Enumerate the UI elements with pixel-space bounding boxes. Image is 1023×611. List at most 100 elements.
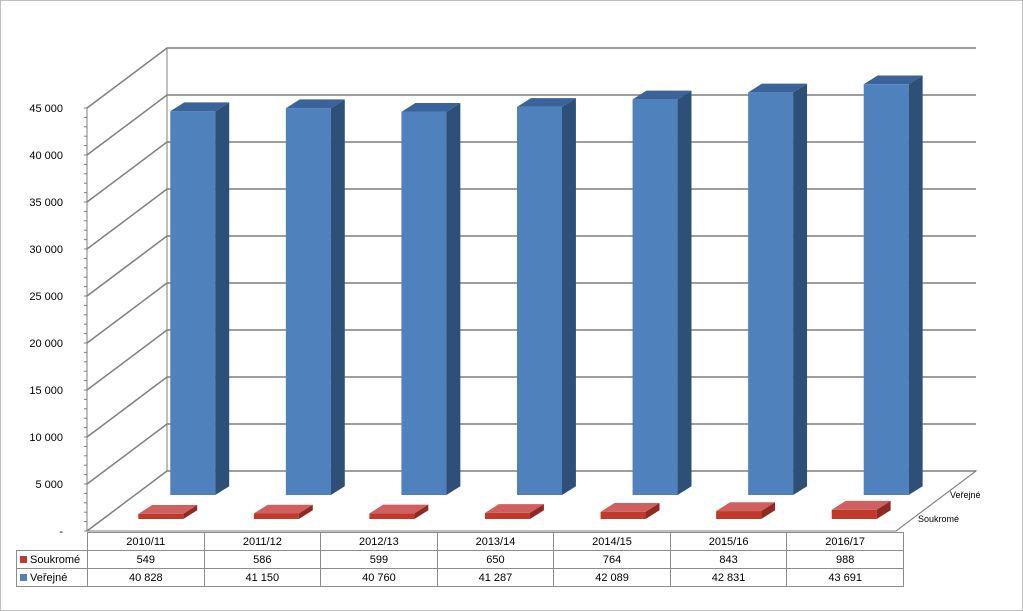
gridline: [86, 94, 976, 156]
gridline: [86, 282, 976, 344]
gridline: [86, 423, 976, 485]
data-table-value: 42 831: [669, 568, 788, 587]
data-table-value: 599: [320, 550, 438, 569]
bar-top: [285, 99, 345, 109]
plane-label-soukrome: Soukromé: [918, 514, 959, 524]
series-name-soukrome: Soukromé: [30, 553, 81, 566]
bar-side: [562, 98, 576, 495]
bar-front: [517, 106, 562, 496]
bar-side: [645, 503, 660, 519]
bar-side: [446, 103, 461, 495]
bar-top: [748, 83, 808, 93]
bar-soukrome-2014/15: [600, 503, 660, 519]
data-table-category: 2012/13: [320, 532, 438, 551]
bar-front: [600, 511, 646, 519]
data-table-value: 42 089: [553, 568, 671, 587]
gridline: [86, 235, 976, 297]
data-table-category: 2011/12: [203, 532, 322, 551]
data-table-value: 988: [786, 550, 904, 569]
bar-verejne-2011/12: [285, 99, 345, 495]
data-table-value: 586: [203, 550, 322, 569]
gridlines: [86, 47, 976, 532]
series-plane-labels: Veřejné Soukromé: [895, 470, 981, 532]
bar-top: [485, 504, 544, 513]
bar-side: [183, 505, 198, 519]
bar-soukrome-2016/17: [831, 500, 891, 519]
bar-front: [253, 513, 299, 519]
bar-soukrome-2010/11: [138, 505, 198, 519]
bar-verejne-2013/14: [517, 98, 576, 496]
bar-side: [330, 99, 345, 495]
bar-front: [863, 84, 909, 496]
y-tick-label: 25 000: [29, 291, 63, 303]
y-tick-label: 30 000: [29, 244, 63, 256]
data-table-category: 2014/15: [553, 532, 671, 551]
y-tick-label: 15 000: [29, 385, 63, 397]
data-table-row-verejne: Veřejné 40 828 41 150 40 760 41 287 42 089 42…: [16, 568, 904, 587]
gridline: [86, 329, 976, 391]
bar-soukrome-2015/16: [716, 502, 776, 519]
bar-front: [716, 511, 762, 519]
bars: [138, 75, 923, 519]
bar-side: [530, 504, 544, 519]
bar-front: [401, 111, 447, 495]
side-wall: [86, 47, 168, 532]
data-table-row-soukrome: Soukromé 549 586 599 650 764 843 988: [16, 550, 904, 569]
bar-front: [748, 92, 794, 495]
gridline: [86, 47, 976, 109]
bar-front: [485, 512, 530, 519]
data-table: 2010/11 2011/12 2012/13 2013/14 2014/15 2015/…: [16, 532, 904, 587]
series-name-verejne: Veřejné: [30, 571, 68, 584]
bar-top: [138, 505, 198, 514]
bar-front: [369, 513, 415, 519]
y-tick-label: 10 000: [29, 432, 63, 444]
data-table-value: 650: [436, 550, 555, 569]
bar-verejne-2015/16: [748, 83, 808, 496]
plane-label-verejne: Veřejné: [950, 490, 981, 500]
y-tick-label: 5 000: [35, 479, 63, 491]
data-table-row-label: Soukromé: [16, 550, 88, 569]
data-table-value: 40 760: [320, 568, 438, 587]
data-table-value: 41 150: [203, 568, 322, 587]
data-table-category: 2010/11: [87, 532, 205, 551]
bar-front: [632, 99, 678, 495]
data-table-row-label: Veřejné: [16, 568, 88, 587]
bar-verejne-2016/17: [863, 75, 923, 496]
legend-swatch-soukrome: [20, 555, 27, 563]
bar-verejne-2012/13: [401, 103, 461, 495]
y-tick-label: 45 000: [29, 103, 63, 115]
y-tick-label: 20 000: [29, 338, 63, 350]
y-tick-label: 40 000: [29, 150, 63, 162]
bar-side: [215, 102, 230, 495]
bar-front: [170, 111, 216, 495]
data-table-value: 40 828: [87, 568, 205, 587]
bar-side: [793, 83, 808, 496]
bar-soukrome-2012/13: [369, 504, 429, 519]
bar-front: [285, 108, 331, 495]
data-table-category: 2013/14: [436, 532, 555, 551]
gridline: [86, 141, 976, 203]
data-table-value: 41 287: [436, 568, 555, 587]
data-table-value: 843: [669, 550, 788, 569]
data-table-value: 549: [87, 550, 205, 569]
bar-top: [401, 103, 461, 112]
gridline: [86, 376, 976, 438]
bar-side: [908, 75, 923, 495]
bar-side: [876, 500, 891, 519]
bar-top: [600, 503, 660, 512]
bar-side: [761, 502, 776, 519]
data-table-category: 2015/16: [669, 532, 788, 551]
data-table-value: 764: [553, 550, 671, 569]
bar-top: [632, 90, 692, 100]
data-table-header-row: 2010/11 2011/12 2012/13 2013/14 2014/15 2015/…: [16, 532, 904, 551]
bar-verejne-2014/15: [632, 90, 692, 495]
data-table-category: 2016/17: [786, 532, 904, 551]
bar-side: [677, 90, 692, 495]
bar-top: [170, 102, 230, 112]
bar-top: [863, 75, 923, 85]
bar-top: [369, 504, 429, 514]
bar-soukrome-2013/14: [485, 504, 544, 519]
legend-swatch-verejne: [20, 573, 27, 581]
